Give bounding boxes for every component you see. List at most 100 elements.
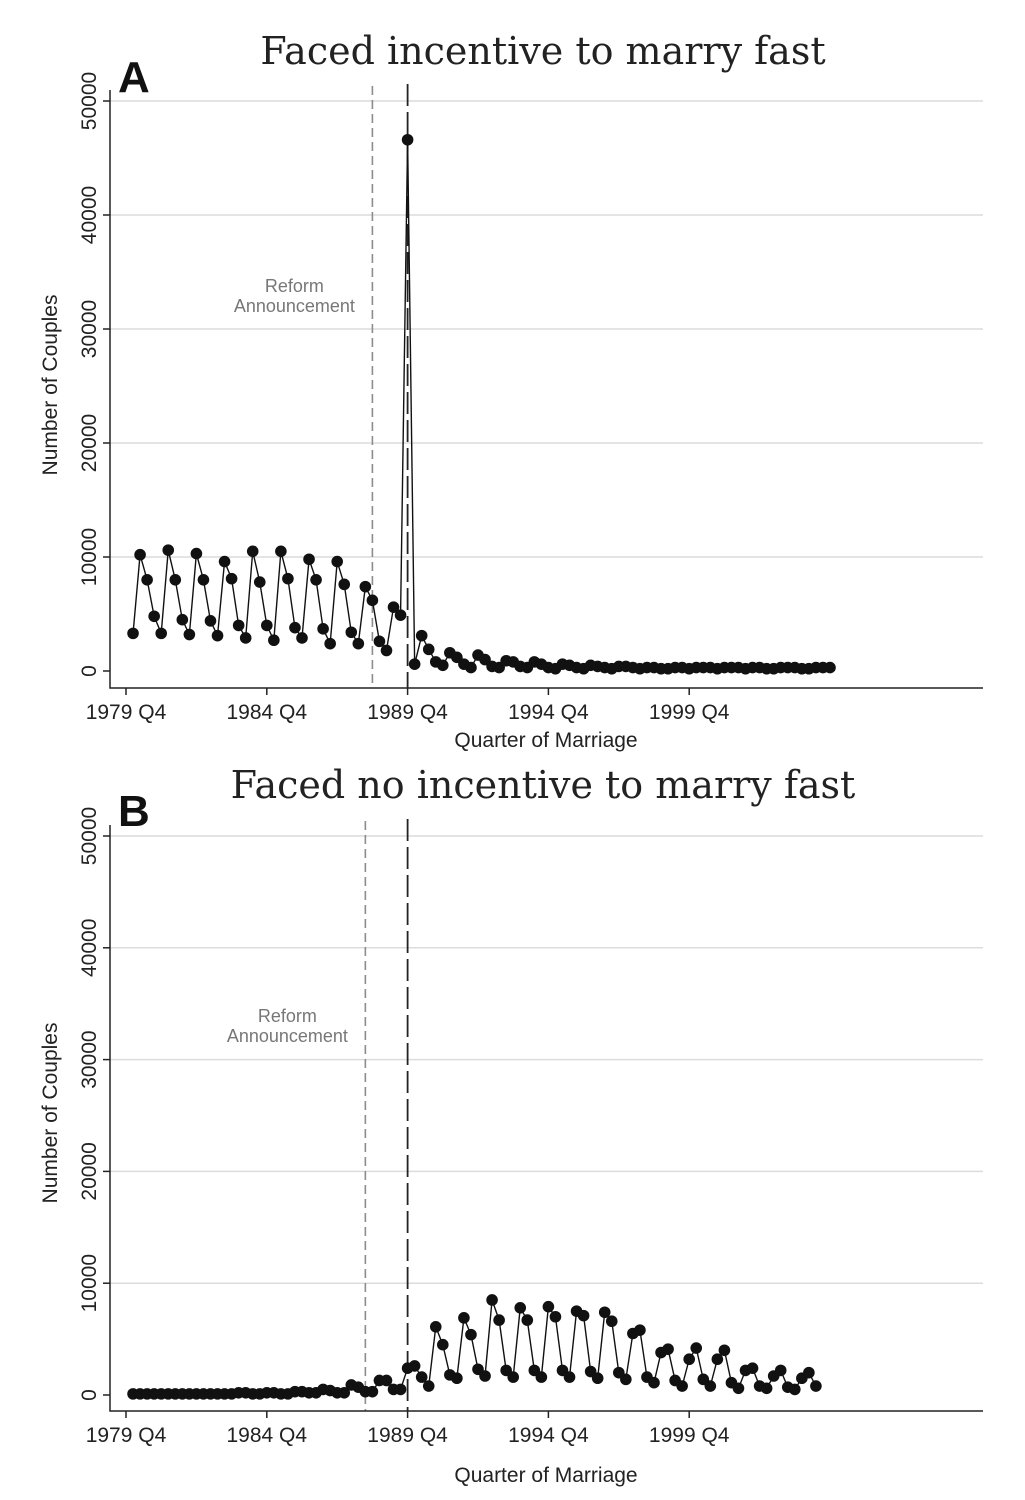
y-tick-label: 50000: [78, 72, 101, 130]
panel-b-x-ticks: 1979 Q4 1984 Q4 1989 Q4 1994 Q4 1999 Q4: [86, 1411, 730, 1447]
y-tick-label: 0: [78, 1389, 101, 1401]
data-point: [493, 1314, 505, 1326]
data-point: [211, 629, 224, 642]
x-tick-label: 1999 Q4: [649, 701, 730, 724]
data-point: [415, 629, 428, 642]
panel-a-y-ticks: 0 10000 20000 30000 40000 50000: [78, 72, 110, 677]
panel-a-x-ticks: 1979 Q4 1984 Q4 1989 Q4 1994 Q4 1999 Q4: [86, 688, 730, 724]
x-tick-label: 1984 Q4: [227, 701, 308, 724]
data-point: [261, 619, 273, 632]
data-point: [718, 1344, 731, 1357]
x-tick-label: 1979 Q4: [86, 1424, 167, 1447]
data-point: [232, 619, 245, 632]
data-point: [451, 1372, 463, 1385]
panel-a-letter: A: [118, 53, 150, 102]
data-point: [176, 613, 189, 626]
data-point: [162, 544, 175, 556]
panel-b: Faced no incentive to marry fast B Refor…: [39, 763, 983, 1487]
panel-b-title: Faced no incentive to marry fast: [231, 763, 856, 807]
data-point: [296, 632, 308, 644]
data-point: [760, 1382, 773, 1395]
data-point: [345, 626, 358, 639]
panel-b-gridlines: [110, 835, 983, 1284]
data-point: [253, 576, 266, 588]
data-point: [422, 1380, 435, 1392]
data-point: [303, 553, 315, 566]
data-point: [514, 1301, 527, 1314]
data-point: [310, 574, 322, 586]
data-point: [507, 1371, 519, 1383]
data-point: [535, 1371, 548, 1383]
x-tick-label: 1999 Q4: [649, 1424, 730, 1447]
data-point: [746, 1362, 759, 1374]
panel-b-y-axis-label: Number of Couples: [39, 1023, 62, 1204]
data-point: [401, 133, 414, 146]
y-tick-label: 0: [78, 665, 101, 677]
data-point: [394, 609, 407, 621]
data-point: [437, 659, 449, 672]
data-point: [218, 555, 231, 568]
data-point: [774, 1364, 787, 1377]
data-point: [141, 574, 153, 586]
data-point: [366, 594, 379, 607]
data-point: [289, 621, 301, 634]
annotation-text: Reform: [258, 1006, 317, 1026]
data-point: [324, 637, 336, 650]
y-tick-label: 10000: [78, 1254, 101, 1312]
y-tick-label: 50000: [78, 807, 101, 865]
data-point: [380, 1374, 393, 1387]
data-point: [197, 574, 210, 586]
y-tick-label: 20000: [78, 1142, 101, 1200]
data-point: [648, 1376, 660, 1389]
data-point: [810, 1380, 822, 1392]
panel-b-x-axis-label: Quarter of Marriage: [454, 1464, 637, 1487]
panel-a-reference-lines: [371, 84, 409, 688]
data-point: [127, 627, 139, 640]
data-point: [458, 1312, 470, 1324]
data-point: [422, 643, 435, 656]
data-point: [204, 615, 217, 627]
data-point: [169, 574, 182, 586]
data-point: [415, 1371, 428, 1383]
annotation-text: Reform: [265, 276, 324, 296]
panel-b-letter: B: [118, 787, 150, 836]
y-tick-label: 40000: [78, 186, 101, 244]
data-point: [563, 1371, 576, 1383]
data-point: [373, 635, 386, 648]
panel-a-series: [127, 133, 836, 675]
panel-b-reference-lines: [364, 819, 409, 1411]
x-tick-label: 1984 Q4: [227, 1424, 308, 1447]
data-point: [486, 1294, 498, 1306]
data-point: [239, 632, 252, 644]
x-tick-label: 1994 Q4: [508, 1424, 589, 1447]
data-point: [620, 1373, 632, 1386]
x-tick-label: 1989 Q4: [367, 1424, 448, 1447]
data-point: [275, 545, 287, 558]
series-line: [132, 139, 830, 670]
data-point: [331, 555, 344, 568]
data-point: [605, 1315, 618, 1328]
series-line: [133, 1299, 817, 1395]
annotation-text: Announcement: [227, 1026, 348, 1046]
data-point: [338, 1386, 351, 1399]
y-tick-label: 20000: [78, 414, 101, 472]
data-point: [225, 572, 238, 585]
data-point: [155, 627, 167, 640]
data-point: [338, 578, 351, 591]
panel-a-title: Faced incentive to marry fast: [260, 29, 825, 73]
data-point: [282, 572, 294, 585]
panel-a: Faced incentive to marry fast A ReformAn…: [39, 29, 983, 752]
data-point: [824, 661, 836, 674]
data-point: [803, 1366, 815, 1379]
data-point: [387, 601, 400, 613]
x-tick-label: 1989 Q4: [367, 701, 448, 724]
data-point: [359, 580, 372, 593]
x-tick-label: 1979 Q4: [86, 701, 167, 724]
panel-a-x-axis-label: Quarter of Marriage: [454, 729, 637, 752]
data-point: [479, 1370, 491, 1382]
data-point: [704, 1380, 717, 1392]
data-point: [134, 548, 146, 561]
data-point: [183, 628, 196, 641]
